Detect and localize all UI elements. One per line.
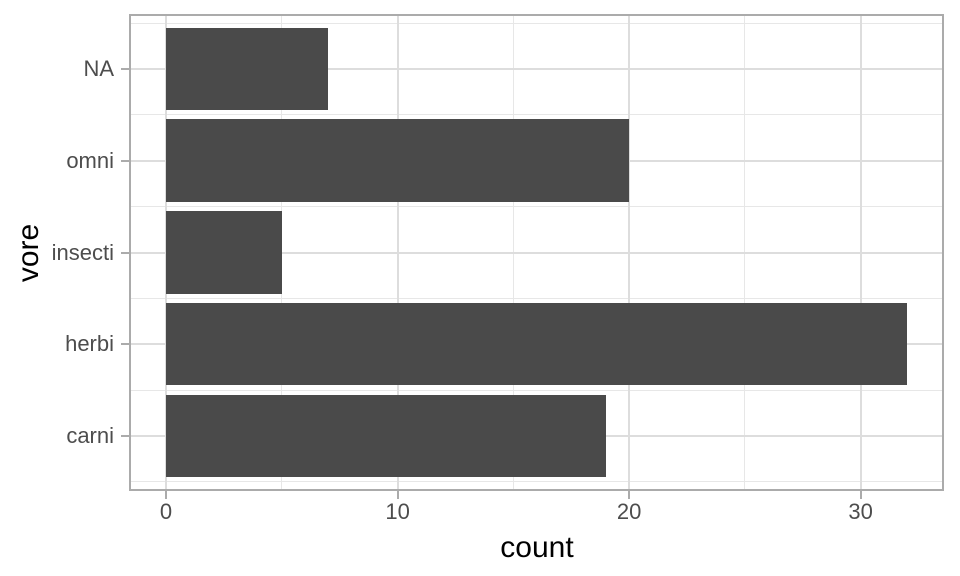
x-tick-label: 20 — [616, 499, 642, 524]
x-tick-label: 10 — [385, 499, 410, 524]
plot-panel — [129, 14, 944, 491]
x-tick-label: 0 — [159, 499, 173, 524]
x-axis-title: count — [500, 531, 574, 564]
y-axis-tick — [121, 68, 129, 71]
gridline-major-horizontal — [129, 251, 944, 254]
y-tick-label: omni — [66, 147, 114, 173]
bar-omni — [166, 119, 630, 203]
y-tick-label: herbi — [65, 331, 114, 357]
bar-herbi — [166, 302, 907, 386]
x-axis-tick — [628, 491, 631, 499]
x-axis-tick — [396, 491, 399, 499]
x-axis-tick — [859, 491, 862, 499]
gridline-minor-horizontal — [129, 297, 944, 299]
y-axis-tick — [121, 434, 129, 437]
gridline-major-horizontal — [129, 68, 944, 71]
x-tick-label: 30 — [848, 499, 873, 524]
bar-carni — [166, 394, 606, 478]
y-tick-label: carni — [66, 422, 114, 448]
bar-NA — [166, 27, 329, 111]
gridline-minor-horizontal — [129, 22, 944, 24]
x-axis-tick — [165, 491, 168, 499]
y-axis-title: vore — [12, 223, 45, 283]
gridline-minor-horizontal — [129, 389, 944, 391]
y-axis-tick — [121, 251, 129, 254]
gridline-minor-horizontal — [129, 481, 944, 483]
y-tick-label: NA — [83, 56, 114, 82]
gridline-minor-horizontal — [129, 206, 944, 208]
gridline-minor-horizontal — [129, 114, 944, 116]
y-tick-label: insecti — [51, 239, 114, 265]
y-axis-tick — [121, 343, 129, 346]
y-axis-tick — [121, 159, 129, 162]
bar-insecti — [166, 211, 282, 294]
